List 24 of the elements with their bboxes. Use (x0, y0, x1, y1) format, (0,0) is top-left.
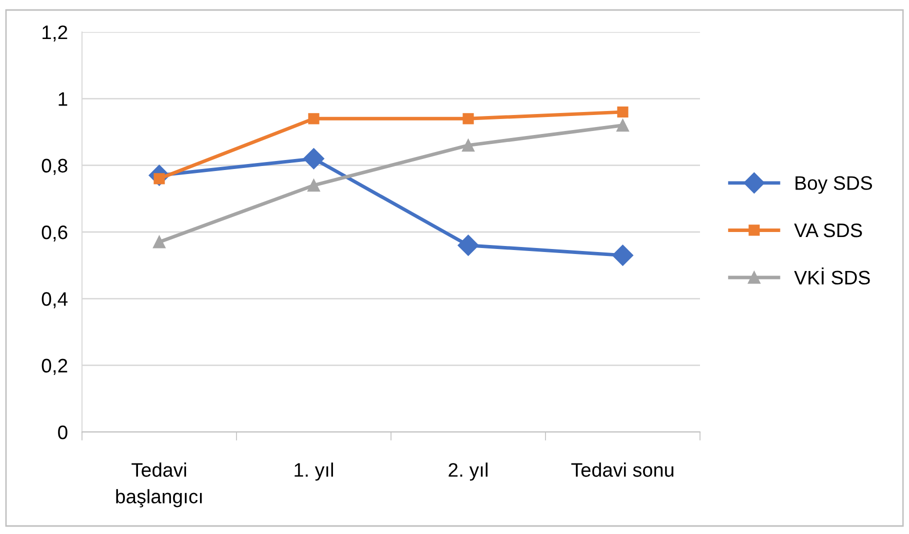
x-tick-label: Tedavi başlangıcı (116, 462, 202, 508)
point (462, 139, 474, 152)
y-tick-label: 1,2 (42, 25, 68, 42)
point (616, 119, 629, 132)
legend-label: VKİ SDS (794, 268, 870, 285)
y-tick-label: 0,8 (42, 158, 68, 175)
x-tick-label: 1. yıl (294, 462, 333, 481)
y-tick-label: 0,4 (42, 292, 68, 308)
y-tick-label: 0,2 (42, 358, 68, 375)
point (617, 106, 628, 118)
point (612, 244, 634, 266)
point (153, 236, 166, 248)
legend-label: VA SDS (794, 223, 862, 238)
y-tick-label: 1 (58, 92, 68, 106)
x-tick-label: 2. yıl (448, 462, 488, 481)
point (303, 148, 324, 170)
point (462, 113, 474, 124)
point (458, 234, 479, 256)
x-tick-label: Tedavi sonu (571, 462, 674, 477)
point (308, 113, 320, 124)
legend-label: Boy SDS (796, 176, 872, 194)
y-tick-label: 0 (58, 425, 68, 440)
point (308, 179, 320, 192)
y-tick-label: 0,6 (42, 225, 68, 242)
